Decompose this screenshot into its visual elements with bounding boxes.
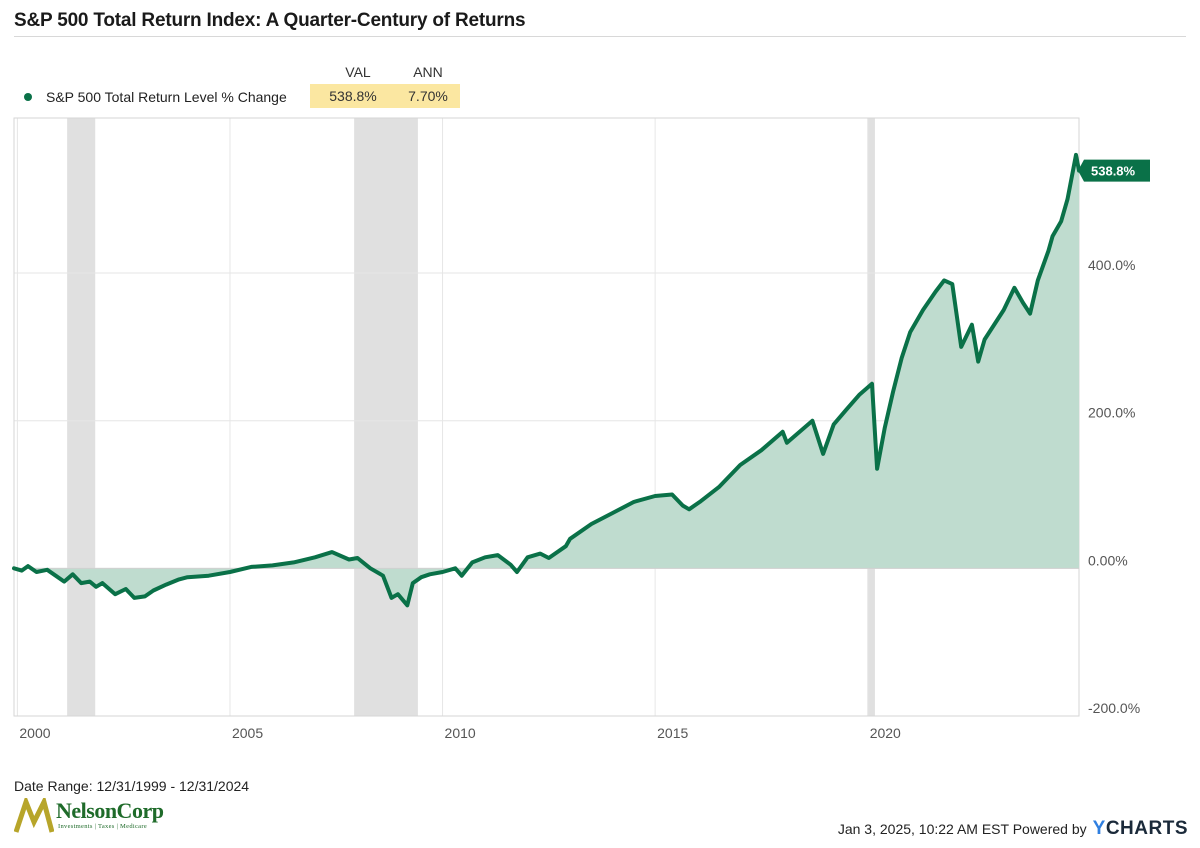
x-tick-label: 2005 — [232, 725, 263, 741]
logo-tagline: Investments | Taxes | Medicare — [58, 823, 148, 830]
x-tick-label: 2015 — [657, 725, 688, 741]
x-tick-label: 2010 — [445, 725, 476, 741]
end-value-flag — [1078, 159, 1150, 182]
nelsoncorp-mark-icon — [14, 798, 54, 833]
logo-name: NelsonCorp — [56, 798, 164, 823]
legend-ann-cell: 7.70% — [396, 84, 460, 108]
end-value-label: 538.8% — [1091, 164, 1136, 179]
date-range: Date Range: 12/31/1999 - 12/31/2024 — [14, 778, 250, 794]
legend-val-cell: 538.8% — [310, 84, 396, 108]
legend-val-header: VAL — [345, 64, 371, 80]
recession-band — [67, 118, 96, 716]
series-dot-icon — [24, 93, 32, 101]
y-tick-label: -200.0% — [1088, 700, 1140, 716]
y-tick-label: 400.0% — [1088, 257, 1135, 273]
chart-title: S&P 500 Total Return Index: A Quarter-Ce… — [14, 10, 526, 31]
x-tick-label: 2020 — [870, 725, 901, 741]
legend-series-name: S&P 500 Total Return Level % Change — [46, 89, 287, 105]
legend-ann-header: ANN — [413, 64, 443, 80]
footer-attribution: Jan 3, 2025, 10:22 AM EST Powered by YCH… — [838, 818, 1188, 840]
ycharts-logo[interactable]: YCHARTS — [1092, 818, 1188, 839]
series-line — [12, 152, 1081, 608]
title-divider — [14, 36, 1186, 37]
timestamp: Jan 3, 2025, 10:22 AM EST Powered by — [837, 821, 1087, 837]
chart-canvas[interactable]: 400.0% 200.0% 0.00% -200.0% 2000 2005 2010 2015… — [0, 0, 1200, 760]
y-tick-label: 0.00% — [1088, 552, 1128, 568]
recession-band — [354, 118, 418, 716]
legend-entry[interactable]: S&P 500 Total Return Level % Change — [24, 86, 287, 108]
y-tick-label: 200.0% — [1088, 405, 1135, 421]
series-area — [14, 154, 1079, 606]
x-tick-label: 2000 — [19, 725, 50, 741]
